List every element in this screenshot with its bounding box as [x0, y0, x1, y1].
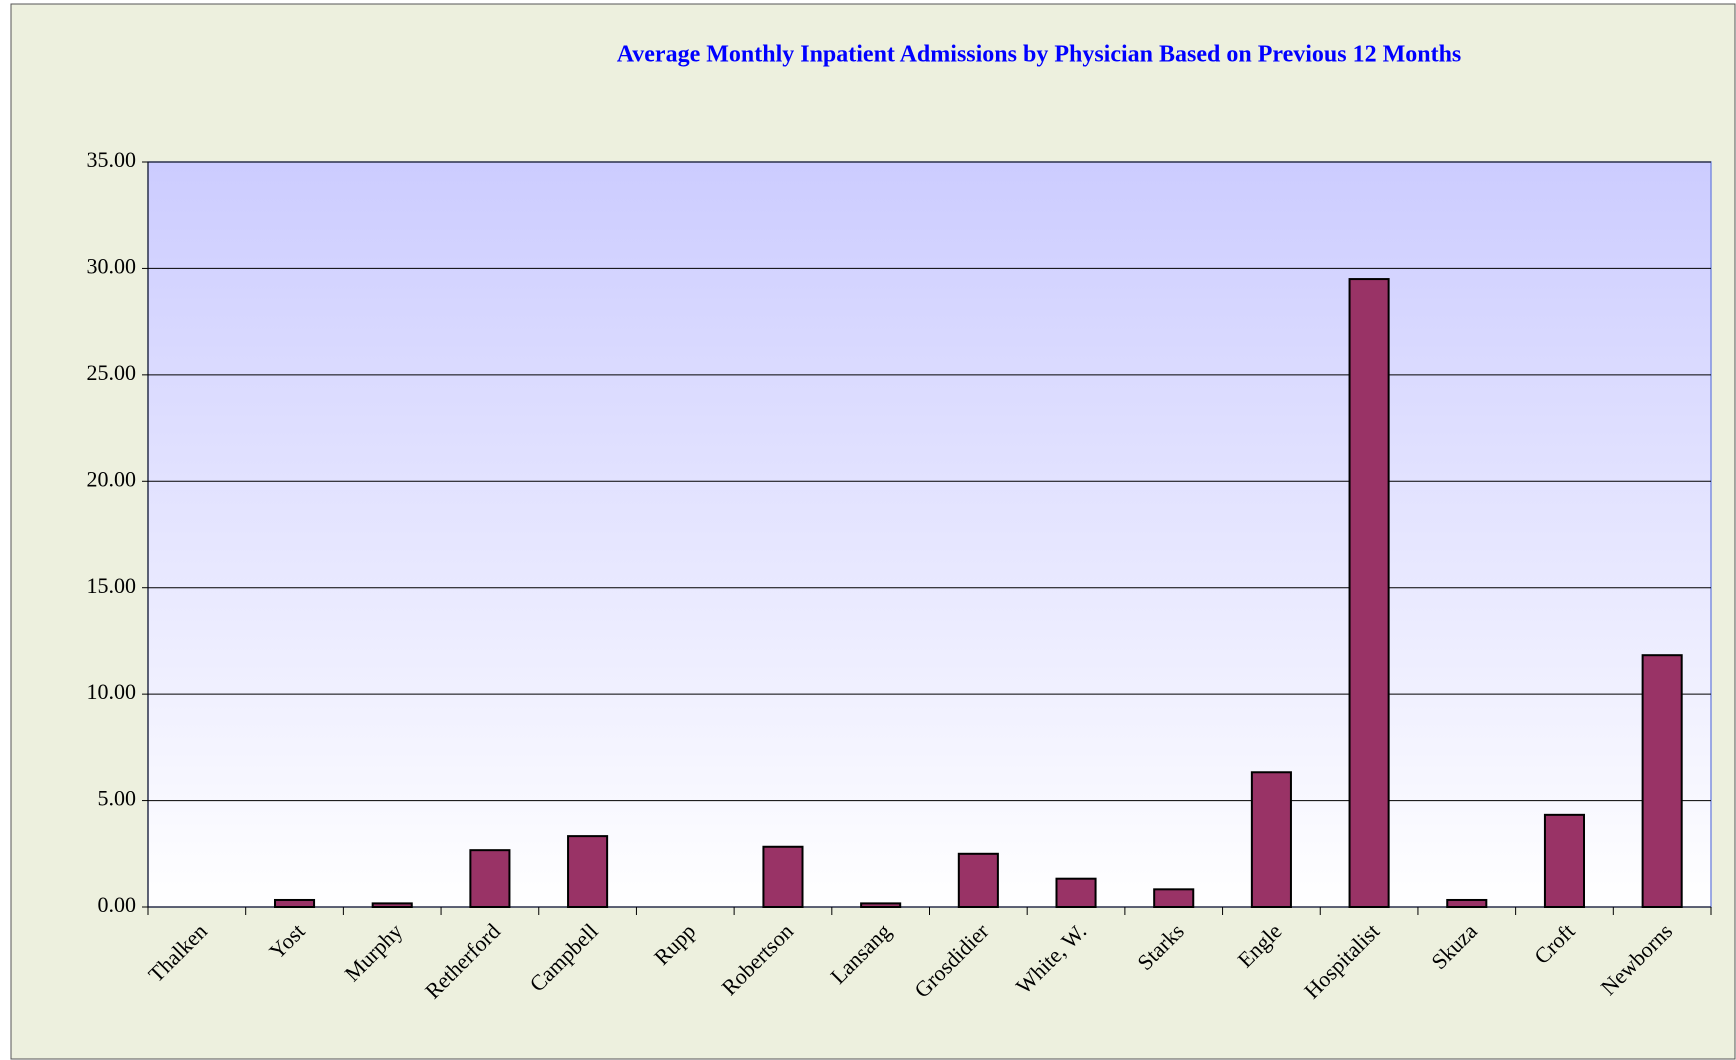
- bar: [860, 902, 902, 908]
- bar: [1348, 278, 1390, 909]
- bar: [1250, 771, 1292, 908]
- chart-title: Average Monthly Inpatient Admissions by …: [617, 42, 1462, 68]
- y-tick-label: 5.00: [98, 786, 137, 811]
- bar: [1641, 654, 1683, 908]
- bar: [1543, 813, 1586, 909]
- y-tick-label: 10.00: [87, 679, 137, 704]
- y-tick-label: 25.00: [87, 360, 137, 385]
- bar: [371, 902, 413, 908]
- bar: [762, 845, 804, 908]
- bar: [1055, 877, 1097, 909]
- y-tick-label: 0.00: [98, 892, 137, 917]
- bar: [957, 852, 999, 908]
- bar: [1446, 898, 1488, 908]
- bar: [469, 849, 511, 908]
- y-tick-label: 20.00: [87, 466, 137, 491]
- bar: [1153, 888, 1195, 909]
- plot-area: [147, 161, 1712, 908]
- y-tick-label: 35.00: [87, 147, 137, 172]
- y-tick-label: 15.00: [87, 573, 137, 598]
- bar: [567, 835, 609, 909]
- y-tick-label: 30.00: [87, 253, 137, 278]
- bar: [273, 898, 316, 908]
